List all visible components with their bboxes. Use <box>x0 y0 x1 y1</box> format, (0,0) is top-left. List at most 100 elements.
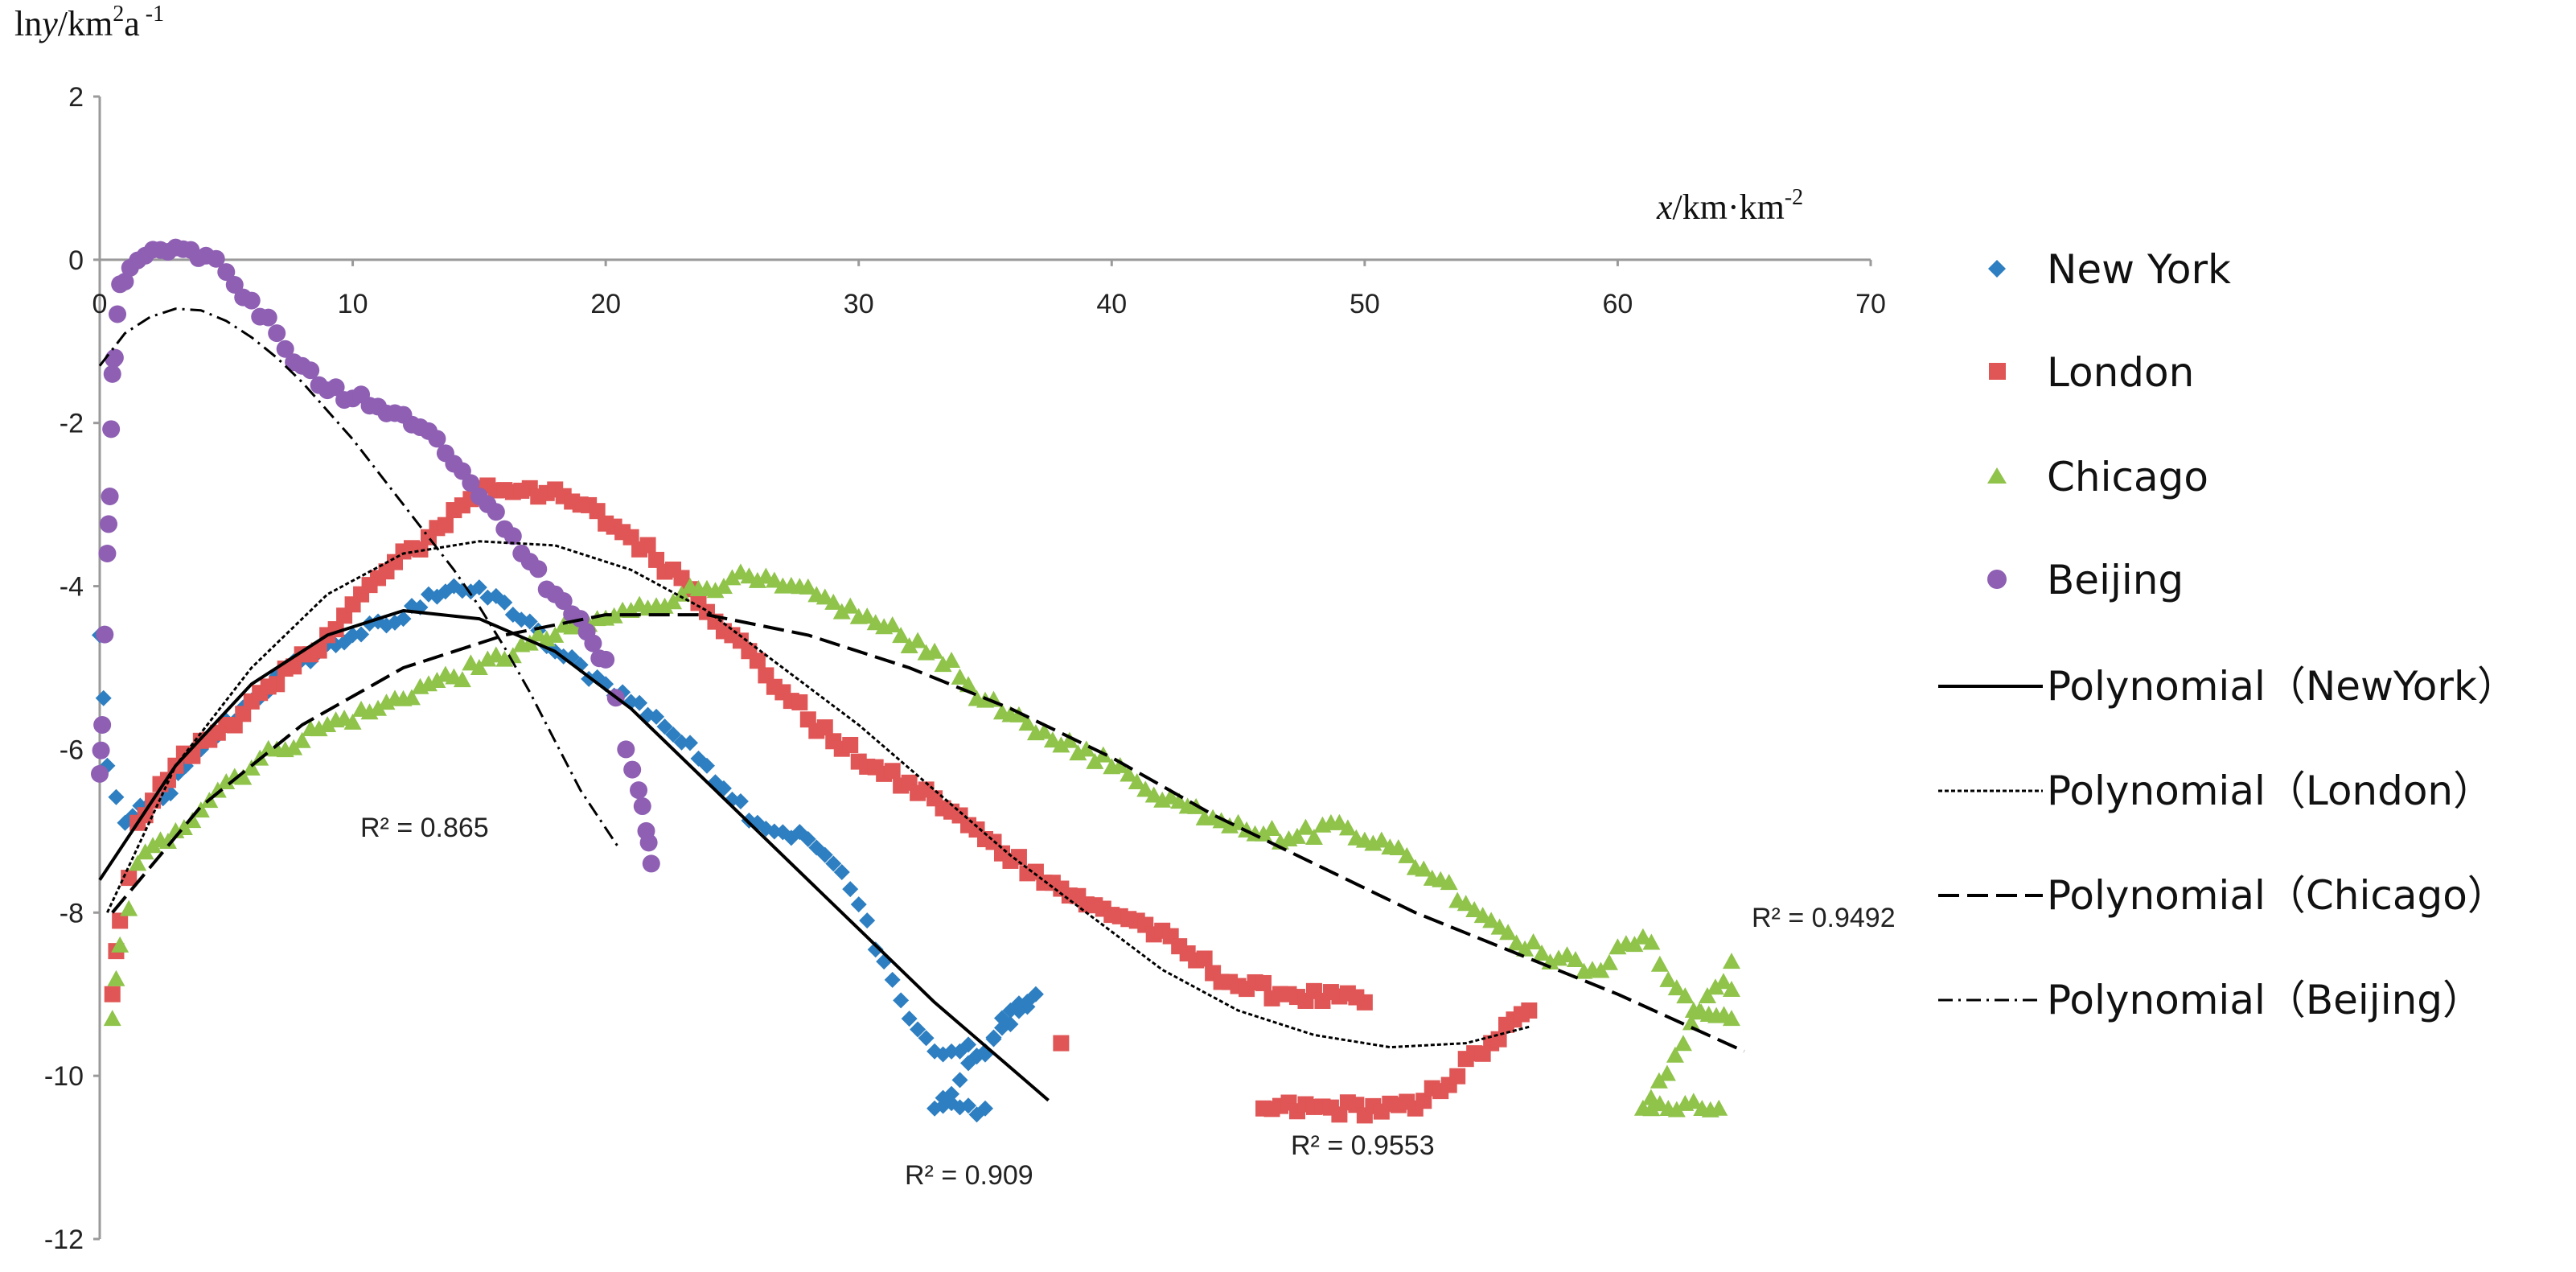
data-point <box>577 623 596 641</box>
data-point <box>832 603 851 620</box>
data-point <box>1196 950 1213 967</box>
data-point <box>1714 973 1732 990</box>
data-point <box>479 650 497 667</box>
data-point <box>910 1021 926 1038</box>
data-point <box>217 263 236 282</box>
data-point <box>1706 978 1724 995</box>
data-point <box>1474 1045 1491 1062</box>
data-point <box>1263 819 1281 836</box>
data-point <box>1667 1101 1686 1118</box>
data-point <box>1650 1072 1668 1089</box>
trendlines <box>98 307 1745 1102</box>
data-point <box>353 626 370 643</box>
data-point <box>943 1043 960 1060</box>
data-point <box>96 625 114 644</box>
data-point <box>101 488 119 505</box>
data-point <box>1043 731 1062 748</box>
data-point <box>1625 936 1644 953</box>
data-point <box>285 739 303 755</box>
data-point <box>590 649 609 668</box>
data-point <box>387 614 403 631</box>
data-point <box>234 768 253 785</box>
data-point <box>462 474 480 492</box>
data-point <box>512 636 531 652</box>
data-point <box>1304 829 1323 846</box>
trendline-london <box>106 540 1530 1049</box>
data-point <box>116 273 134 291</box>
data-point <box>883 615 902 632</box>
data-point <box>453 671 471 688</box>
data-point <box>1642 933 1661 950</box>
data-point <box>310 376 328 394</box>
data-point <box>1052 736 1070 753</box>
data-point <box>893 992 910 1009</box>
data-point <box>412 541 429 558</box>
data-point <box>690 750 707 767</box>
legend-item-fit-new-york: Polynomial（NewYork） <box>1938 663 2517 710</box>
data-point <box>100 515 118 533</box>
data-point <box>235 706 252 722</box>
data-point <box>513 482 530 499</box>
data-point <box>1136 780 1155 797</box>
data-point <box>642 854 660 873</box>
x-tick-label: 40 <box>1096 289 1127 319</box>
data-point <box>884 763 901 780</box>
data-point <box>436 444 454 463</box>
data-point <box>1338 819 1357 836</box>
data-point <box>111 936 129 953</box>
data-point <box>225 276 244 294</box>
data-point <box>144 241 162 259</box>
data-point <box>1144 786 1163 803</box>
data-point <box>1722 953 1740 969</box>
data-point <box>605 607 623 624</box>
data-point <box>1069 744 1087 761</box>
legend-item-fit-beijing: Polynomial（Beijing） <box>1938 977 2483 1023</box>
data-point <box>104 986 121 1002</box>
data-point <box>791 694 808 710</box>
legend: New York London Chicago Beijing Polynomi… <box>1938 246 2517 1023</box>
data-point <box>158 242 177 261</box>
data-point <box>766 678 783 695</box>
data-point <box>487 503 505 521</box>
data-point <box>259 308 277 327</box>
data-point <box>1499 924 1518 941</box>
data-point <box>1423 869 1441 886</box>
data-point <box>428 430 446 448</box>
data-point <box>1120 911 1137 928</box>
data-point <box>656 718 673 735</box>
data-point <box>1415 1093 1432 1109</box>
r2-label-beijing: R² = 0.865 <box>360 813 489 843</box>
data-point <box>1399 1093 1415 1110</box>
data-point <box>1321 813 1340 830</box>
data-point <box>1348 989 1365 1006</box>
legend-label-fit-new-york: Polynomial（NewYork） <box>2047 663 2517 710</box>
data-point <box>918 1030 935 1047</box>
data-point <box>1482 912 1501 928</box>
data-point <box>1288 827 1306 844</box>
legend-item-beijing: Beijing <box>1987 557 2184 603</box>
data-point <box>655 597 674 614</box>
legend-label-london: London <box>2047 349 2194 396</box>
data-point <box>639 537 656 554</box>
data-point <box>470 579 487 596</box>
r2-label-chicago: R² = 0.9492 <box>1752 903 1896 933</box>
data-point <box>1507 934 1526 951</box>
data-point <box>503 647 522 664</box>
data-point <box>858 607 877 624</box>
y-tick-label: -6 <box>60 735 84 765</box>
data-point <box>968 1106 985 1123</box>
data-point <box>1456 895 1475 912</box>
data-point <box>901 1011 918 1027</box>
data-point <box>1221 817 1239 834</box>
data-points <box>91 238 1740 1124</box>
data-point <box>386 404 404 422</box>
data-point <box>327 378 345 397</box>
data-point <box>1255 974 1272 991</box>
data-point <box>259 739 277 756</box>
square-marker-icon <box>1989 363 2006 380</box>
data-point <box>242 759 261 776</box>
data-point <box>103 364 121 383</box>
data-point <box>960 1097 977 1114</box>
data-point <box>842 736 859 753</box>
